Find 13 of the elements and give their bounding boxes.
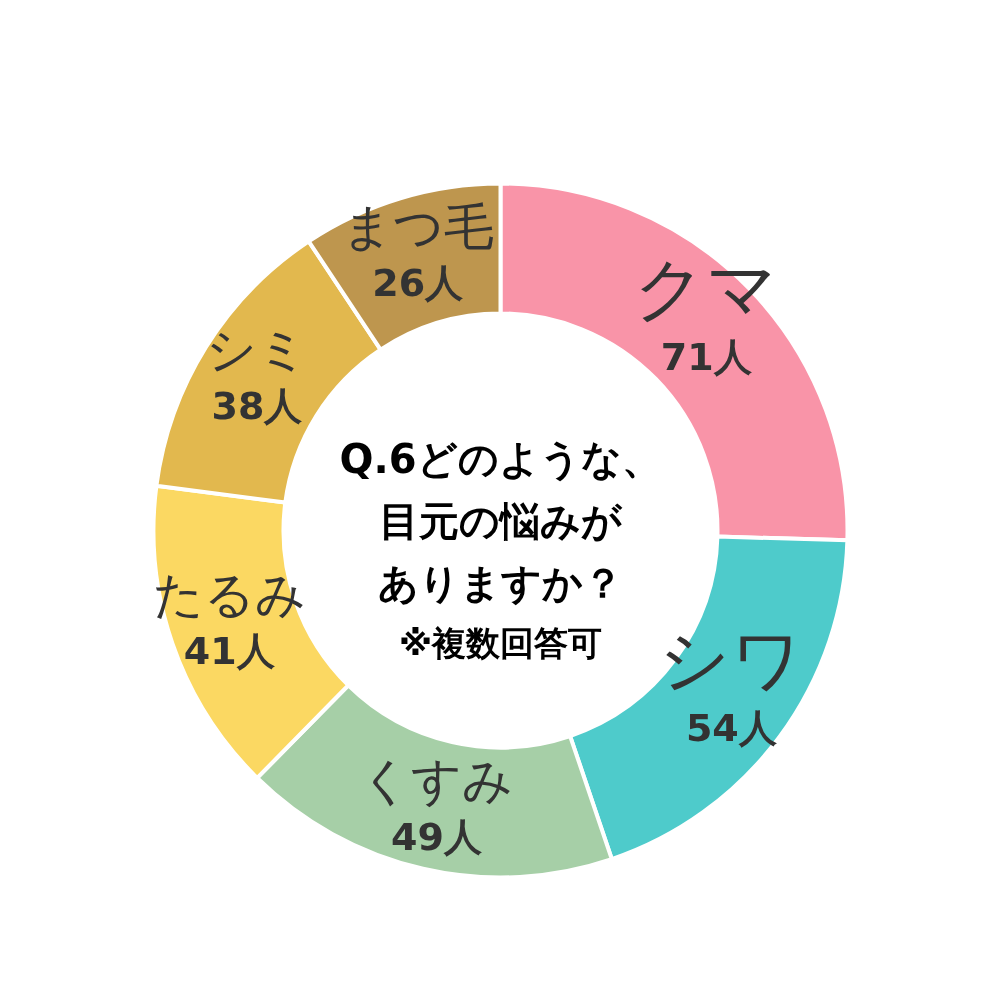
data-label: 26人 [372, 260, 464, 305]
text: Q.6どのような、目元の悩みがありますか？ [339, 435, 662, 606]
text: ※複数回答可 [398, 622, 603, 663]
slice-label: まつ毛 [341, 197, 494, 256]
slice-label: シミ [205, 320, 308, 379]
data-label: 49人 [390, 815, 482, 860]
slice-label: シワ [659, 619, 804, 702]
data-label: 54人 [685, 706, 777, 751]
data-label: 38人 [211, 383, 303, 428]
data-label: 41人 [183, 629, 275, 674]
slice-label: クマ [634, 248, 779, 331]
data-label: 71人 [660, 335, 752, 380]
slice-label: くすみ [359, 752, 513, 811]
